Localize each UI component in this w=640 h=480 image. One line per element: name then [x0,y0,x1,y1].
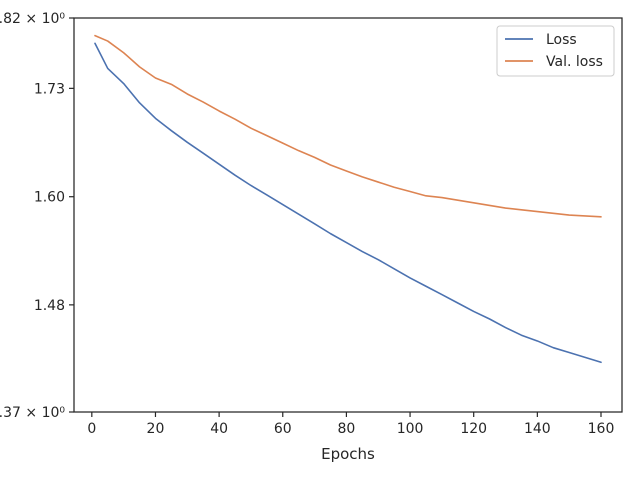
legend-label: Val. loss [546,54,603,70]
x-tick-label: 120 [460,421,487,437]
y-axis: 1.37 × 10⁰ 1.48 1.60 1.73 1.82 × 10⁰ [0,11,74,421]
x-tick-label: 100 [397,421,424,437]
series-line-loss [94,42,602,364]
x-axis: 0 20 40 60 80 100 120 140 160 [87,412,614,437]
x-axis-title: Epochs [321,445,375,463]
x-tick-label: 60 [274,421,292,437]
x-tick-label: 40 [210,421,228,437]
x-tick-label: 160 [588,421,615,437]
plot-frame [73,17,623,413]
y-tick-label: 1.48 [34,298,65,314]
x-tick-label: 80 [337,421,355,437]
y-tick-label: 1.60 [34,190,65,206]
plot-background [74,18,622,412]
series-line-val-loss [94,34,602,218]
y-tick-label: 1.82 × 10⁰ [0,11,65,27]
x-tick-label: 0 [87,421,96,437]
legend: Loss Val. loss [496,25,615,77]
y-tick-label: 1.73 [34,81,65,97]
series-layer [94,34,602,364]
x-tick-label: 20 [147,421,165,437]
x-tick-label: 140 [524,421,551,437]
legend-label: Loss [546,32,577,48]
y-tick-label: 1.37 × 10⁰ [0,405,65,421]
